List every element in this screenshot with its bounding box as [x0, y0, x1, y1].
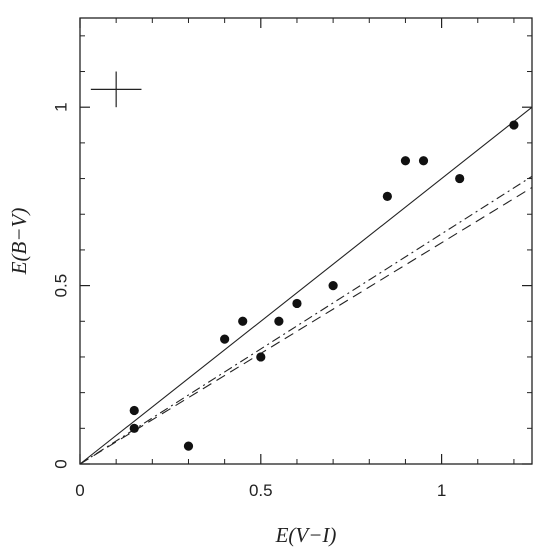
data-point [418, 156, 429, 166]
error-bar-marker [90, 71, 142, 108]
y-tick-label: 0 [51, 459, 70, 468]
y-axis-ticks: 00.51 [51, 35, 532, 469]
x-axis-label: E(V−I) [275, 523, 337, 547]
data-point [328, 281, 338, 291]
data-point [183, 441, 194, 451]
y-tick-label: 1 [51, 102, 70, 111]
fit-line-solid [79, 106, 533, 465]
data-point [382, 191, 392, 201]
x-tick-label: 0 [75, 481, 84, 500]
data-point [509, 120, 519, 130]
data-point [129, 423, 139, 433]
data-point [274, 316, 284, 326]
fit-lines [79, 106, 533, 465]
data-point [256, 352, 266, 362]
x-tick-label: 0.5 [249, 481, 273, 500]
data-point [400, 156, 411, 166]
data-point [455, 173, 465, 184]
data-point [220, 334, 230, 344]
data-point [238, 316, 248, 326]
plot-frame [79, 17, 533, 465]
y-axis-label: E(B−V) [7, 208, 31, 276]
x-tick-label: 1 [437, 481, 446, 500]
y-tick-label: 0.5 [51, 274, 70, 298]
fit-line-dashed [79, 187, 533, 465]
data-point [292, 298, 302, 309]
data-points [129, 120, 519, 451]
fit-line-dash-dot [79, 175, 533, 465]
x-axis-ticks: 0 0.5 1 [75, 18, 515, 500]
data-point [129, 405, 139, 416]
